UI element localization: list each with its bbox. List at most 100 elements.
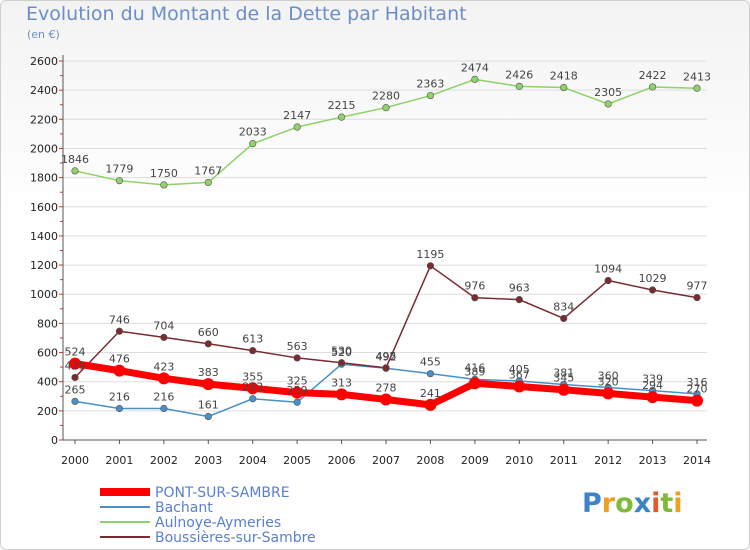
x-tick-label: 2006 (328, 454, 356, 467)
data-point (471, 294, 479, 302)
data-point (648, 83, 657, 91)
data-label: 270 (687, 383, 708, 396)
data-point (380, 393, 392, 406)
data-label: 455 (420, 356, 441, 369)
data-label: 339 (642, 373, 663, 386)
y-tick-label: 0 (51, 434, 58, 447)
y-tick-label: 600 (37, 347, 58, 360)
data-point (693, 84, 701, 92)
data-point (560, 314, 568, 323)
data-point (71, 373, 79, 382)
data-point (160, 181, 168, 189)
data-label: 520 (331, 346, 352, 359)
data-label: 2474 (461, 61, 489, 74)
data-label: 2033 (239, 126, 267, 139)
y-tick-label: 1800 (30, 172, 58, 185)
logo-letter: i (651, 488, 661, 519)
data-point (160, 333, 168, 341)
data-label: 976 (464, 280, 485, 293)
data-label: 429 (65, 359, 86, 372)
data-point (648, 286, 657, 294)
data-point (249, 395, 257, 403)
x-tick-label: 2002 (150, 454, 178, 467)
data-label: 161 (198, 399, 219, 412)
proxiti-logo: Proxiti (582, 488, 683, 519)
series-layer (69, 75, 703, 421)
x-tick-label: 2000 (61, 454, 89, 467)
legend-label-3: Boussières-sur-Sambre (155, 530, 316, 546)
data-point (468, 377, 481, 390)
legend-label-2: Aulnoye-Aymeries (155, 515, 281, 531)
data-label: 360 (598, 370, 619, 383)
data-point (602, 387, 615, 400)
data-label: 492 (376, 350, 397, 363)
y-tick-label: 2400 (30, 84, 58, 97)
data-label: 2280 (372, 90, 400, 103)
data-label: 1779 (105, 163, 133, 176)
y-tick-label: 2600 (30, 55, 58, 68)
data-label: 704 (153, 319, 174, 332)
data-label: 2305 (594, 86, 622, 99)
data-point (115, 404, 124, 413)
x-tick-label: 2003 (194, 454, 222, 467)
logo-letter: o (615, 488, 634, 519)
data-point (426, 262, 435, 270)
data-point (424, 398, 437, 411)
data-label: 834 (553, 300, 574, 313)
data-label: 405 (509, 363, 530, 376)
data-label: 746 (109, 313, 130, 326)
data-point (515, 82, 523, 90)
data-point (337, 359, 346, 367)
y-tick-label: 1200 (30, 259, 58, 272)
data-point (202, 378, 215, 391)
data-point (293, 398, 301, 406)
data-point (115, 177, 124, 185)
legend: PONT-SUR-SAMBREBachantAulnoye-AymeriesBo… (100, 485, 316, 546)
data-label: 320 (598, 375, 619, 388)
x-tick-label: 2010 (505, 454, 533, 467)
data-point (246, 382, 259, 395)
y-tick-label: 800 (37, 317, 58, 330)
data-label: 1094 (594, 263, 622, 276)
data-label: 367 (509, 369, 530, 382)
data-label: 2426 (505, 68, 533, 81)
data-point (157, 372, 170, 385)
data-label: 265 (65, 383, 86, 396)
x-tick-label: 2005 (283, 454, 311, 467)
x-tick-label: 2013 (639, 454, 667, 467)
data-label: 2422 (639, 69, 667, 82)
data-label: 660 (198, 326, 219, 339)
data-point (249, 347, 257, 355)
data-label: 381 (553, 366, 574, 379)
data-label: 1750 (150, 167, 178, 180)
data-point (160, 404, 168, 413)
data-label: 325 (287, 375, 308, 388)
data-label: 313 (331, 376, 352, 389)
data-label: 495 (376, 350, 397, 363)
data-label: 278 (376, 381, 397, 394)
data-label: 216 (109, 391, 130, 404)
data-label: 259 (287, 384, 308, 397)
data-point (515, 296, 523, 304)
data-label: 2363 (416, 78, 444, 91)
data-label: 963 (509, 282, 530, 295)
data-point (113, 364, 126, 377)
data-label: 216 (153, 391, 174, 404)
x-tick-label: 2008 (416, 454, 444, 467)
data-label: 389 (464, 365, 485, 378)
chart-title: Evolution du Montant de la Dette par Hab… (26, 3, 467, 25)
data-label: 1767 (194, 164, 222, 177)
data-label: 355 (242, 370, 263, 383)
data-point (291, 386, 304, 399)
data-point (71, 397, 79, 405)
data-label: 530 (331, 345, 352, 358)
data-point (337, 113, 346, 121)
data-point (293, 123, 301, 131)
x-tick-label: 2004 (239, 454, 267, 467)
x-tick-label: 2012 (594, 454, 622, 467)
logo-letter: P (582, 488, 602, 519)
data-point (204, 412, 212, 421)
data-label: 294 (642, 379, 663, 392)
